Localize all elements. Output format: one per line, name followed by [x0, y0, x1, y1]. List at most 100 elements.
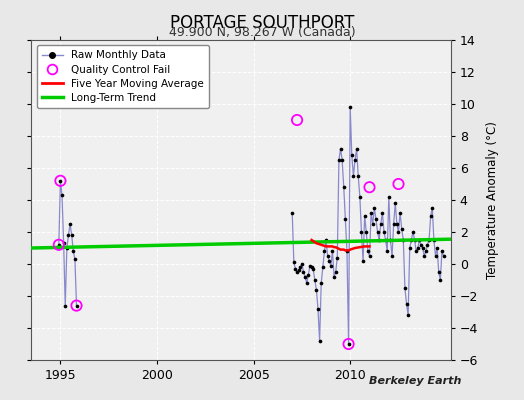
Point [370, 205, 378, 211]
Point [425, 237, 433, 243]
Point [410, 237, 419, 243]
Point [431, 253, 440, 259]
Point [413, 245, 422, 251]
Point [383, 248, 391, 254]
Point [326, 262, 335, 269]
Point [344, 341, 353, 347]
Point [378, 210, 387, 216]
Point [296, 264, 304, 270]
Point [290, 259, 298, 266]
Point [377, 221, 385, 227]
Point [354, 173, 363, 179]
Point [436, 277, 444, 283]
Point [368, 221, 377, 227]
Point [59, 240, 68, 246]
Point [401, 285, 409, 291]
Point [66, 221, 74, 227]
Point [402, 301, 411, 307]
Point [398, 226, 406, 232]
Point [314, 306, 322, 312]
Point [386, 237, 395, 243]
Point [302, 280, 311, 286]
Point [340, 184, 348, 190]
Point [64, 232, 73, 238]
Point [394, 181, 402, 187]
Point [374, 229, 382, 235]
Point [365, 253, 374, 259]
Point [434, 269, 443, 275]
Point [298, 261, 306, 267]
Point [428, 205, 436, 211]
Point [422, 248, 430, 254]
Point [61, 302, 70, 309]
Point [63, 245, 71, 251]
Point [336, 146, 345, 152]
Point [54, 242, 63, 248]
Point [346, 104, 354, 110]
Text: 49.900 N, 98.267 W (Canada): 49.900 N, 98.267 W (Canada) [169, 26, 355, 39]
Point [344, 341, 353, 347]
Point [293, 269, 301, 275]
Point [317, 280, 325, 286]
Point [367, 210, 375, 216]
Point [72, 302, 81, 309]
Legend: Raw Monthly Data, Quality Control Fail, Five Year Moving Average, Long-Term Tren: Raw Monthly Data, Quality Control Fail, … [37, 45, 209, 108]
Point [330, 274, 339, 280]
Point [351, 157, 359, 163]
Point [343, 248, 351, 254]
Point [415, 237, 423, 243]
Point [291, 266, 300, 272]
Y-axis label: Temperature Anomaly (°C): Temperature Anomaly (°C) [486, 121, 499, 279]
Point [320, 248, 329, 254]
Point [372, 216, 380, 222]
Point [356, 194, 364, 200]
Point [419, 245, 427, 251]
Point [328, 248, 336, 254]
Point [56, 178, 64, 184]
Point [385, 194, 393, 200]
Point [311, 277, 319, 283]
Point [433, 245, 441, 251]
Point [404, 312, 412, 318]
Text: Berkeley Earth: Berkeley Earth [369, 376, 461, 386]
Point [430, 237, 438, 243]
Point [341, 216, 350, 222]
Point [353, 146, 361, 152]
Point [380, 229, 388, 235]
Point [438, 248, 446, 254]
Point [294, 267, 303, 274]
Point [381, 237, 390, 243]
Point [406, 245, 414, 251]
Point [301, 274, 309, 280]
Point [72, 302, 81, 309]
Point [332, 269, 340, 275]
Point [69, 248, 78, 254]
Point [362, 229, 370, 235]
Point [394, 229, 402, 235]
Point [319, 264, 327, 270]
Point [309, 266, 318, 272]
Point [315, 338, 324, 344]
Point [299, 269, 308, 275]
Point [392, 221, 401, 227]
Point [364, 248, 372, 254]
Point [71, 256, 79, 262]
Point [333, 254, 342, 261]
Text: PORTAGE SOUTHPORT: PORTAGE SOUTHPORT [170, 14, 354, 32]
Point [347, 152, 356, 158]
Point [409, 229, 417, 235]
Point [306, 262, 314, 269]
Point [335, 157, 343, 163]
Point [338, 157, 346, 163]
Point [322, 237, 330, 243]
Point [412, 248, 420, 254]
Point [68, 232, 76, 238]
Point [54, 242, 63, 248]
Point [427, 213, 435, 219]
Point [58, 192, 66, 198]
Point [417, 242, 425, 248]
Point [391, 200, 399, 206]
Point [375, 237, 384, 243]
Point [420, 253, 429, 259]
Point [288, 210, 297, 216]
